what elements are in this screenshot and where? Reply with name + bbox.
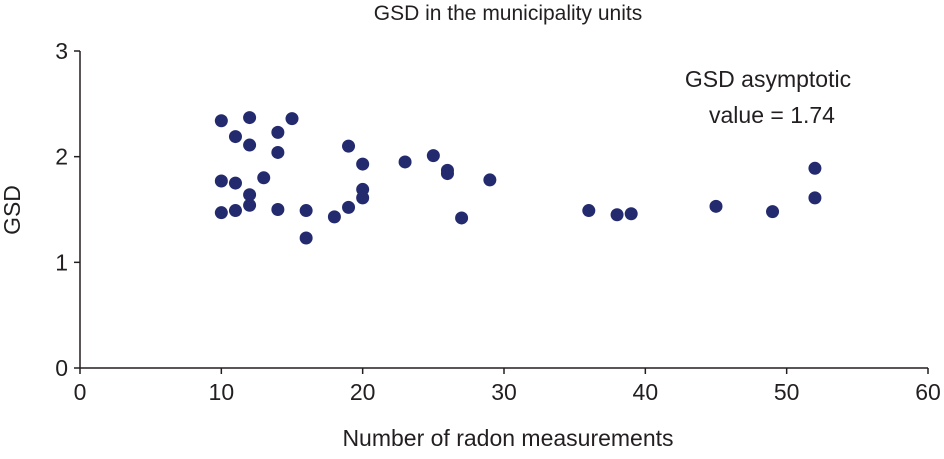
- x-axis-label: Number of radon measurements: [342, 425, 673, 451]
- x-tick-label: 0: [74, 379, 87, 405]
- data-point: [342, 139, 356, 153]
- data-point: [243, 198, 257, 212]
- x-tick-label: 10: [209, 379, 235, 405]
- data-point: [285, 112, 299, 126]
- y-tick-label: 1: [55, 249, 68, 275]
- data-point: [455, 211, 469, 225]
- data-point: [327, 210, 341, 224]
- data-point: [228, 176, 242, 190]
- data-point: [483, 173, 497, 187]
- data-point: [243, 188, 257, 202]
- data-point: [440, 167, 454, 181]
- y-tick-label: 2: [55, 144, 68, 170]
- y-axis-label: GSD: [0, 185, 25, 235]
- y-tick-label: 0: [55, 355, 68, 381]
- data-point: [709, 199, 723, 213]
- data-point: [766, 205, 780, 219]
- data-point: [243, 111, 257, 125]
- data-point: [426, 149, 440, 163]
- y-tick-label: 3: [55, 38, 68, 64]
- data-point: [271, 125, 285, 139]
- data-point: [214, 206, 228, 220]
- annotation-line-1: GSD asymptotic: [685, 66, 851, 92]
- x-tick-label: 20: [350, 379, 376, 405]
- x-tick-label: 40: [633, 379, 659, 405]
- data-point: [271, 145, 285, 159]
- data-point: [610, 208, 624, 222]
- data-point: [356, 191, 370, 205]
- data-point: [808, 191, 822, 205]
- chart-title: GSD in the municipality units: [374, 2, 642, 25]
- data-point: [808, 161, 822, 175]
- data-point: [228, 204, 242, 218]
- data-point: [356, 157, 370, 171]
- x-tick-label: 30: [491, 379, 517, 405]
- data-point: [342, 200, 356, 214]
- data-point: [228, 130, 242, 144]
- annotation-line-2: value = 1.74: [709, 102, 835, 128]
- x-tick-label: 50: [774, 379, 800, 405]
- data-point: [214, 174, 228, 188]
- x-tick-label: 60: [915, 379, 941, 405]
- data-point: [299, 204, 313, 218]
- data-point: [271, 203, 285, 216]
- data-point: [398, 155, 412, 169]
- data-point: [624, 207, 638, 221]
- data-point: [257, 171, 271, 185]
- data-point: [299, 231, 313, 245]
- data-point: [582, 204, 596, 218]
- data-point: [243, 138, 257, 152]
- data-point: [214, 114, 228, 128]
